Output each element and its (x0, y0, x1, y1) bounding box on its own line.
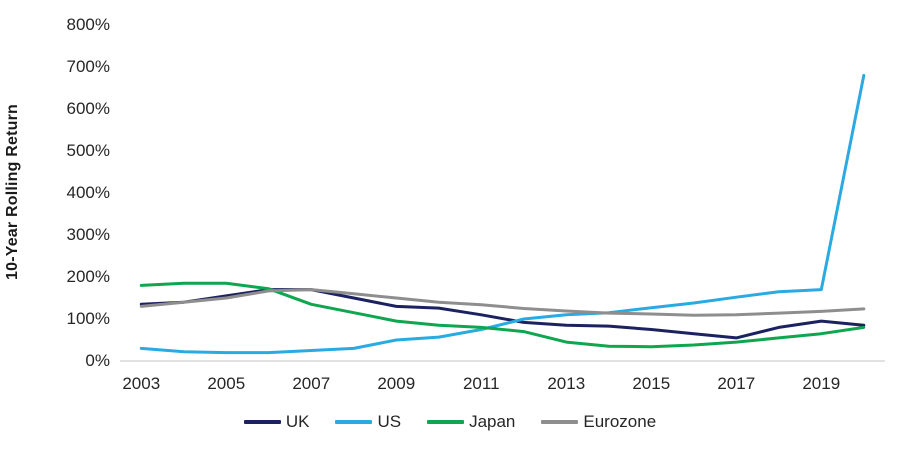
legend-label: US (377, 412, 402, 431)
x-tick-label: 2017 (717, 374, 756, 393)
legend-line-swatch (335, 420, 373, 424)
legend: UK US Japan Eurozone (0, 412, 900, 432)
x-tick-label: 2007 (292, 374, 331, 393)
legend-item-us: US (335, 412, 401, 432)
x-tick-label: 2015 (632, 374, 671, 393)
series-line-japan (139, 281, 866, 349)
y-tick-label: 200% (66, 267, 110, 286)
legend-line-swatch (427, 420, 465, 424)
legend-label: Eurozone (583, 412, 657, 431)
y-tick-label: 300% (66, 225, 110, 244)
legend-line-swatch (243, 420, 281, 424)
y-tick-label: 400% (66, 183, 110, 202)
legend-label: Japan (469, 412, 516, 431)
y-tick-label: 0% (85, 351, 110, 370)
legend-label: UK (285, 412, 310, 431)
x-tick-label: 2011 (462, 374, 500, 393)
legend-item-japan: Japan (427, 412, 515, 432)
series-line-us (139, 73, 866, 355)
legend-item-uk: UK (243, 412, 310, 432)
legend-item-eurozone: Eurozone (541, 412, 656, 432)
y-tick-label: 100% (66, 309, 110, 328)
x-tick-label: 2005 (207, 374, 246, 393)
y-tick-label: 700% (66, 57, 110, 76)
y-tick-label: 600% (66, 99, 110, 118)
legend-line-swatch (541, 420, 579, 424)
x-tick-label: 2019 (802, 374, 841, 393)
series-line-eurozone (139, 288, 866, 317)
x-tick-label: 2013 (547, 374, 586, 393)
y-tick-label: 500% (66, 141, 110, 160)
x-tick-label: 2003 (122, 374, 161, 393)
x-tick-label: 2009 (377, 374, 416, 393)
y-tick-label: 800% (66, 15, 110, 34)
